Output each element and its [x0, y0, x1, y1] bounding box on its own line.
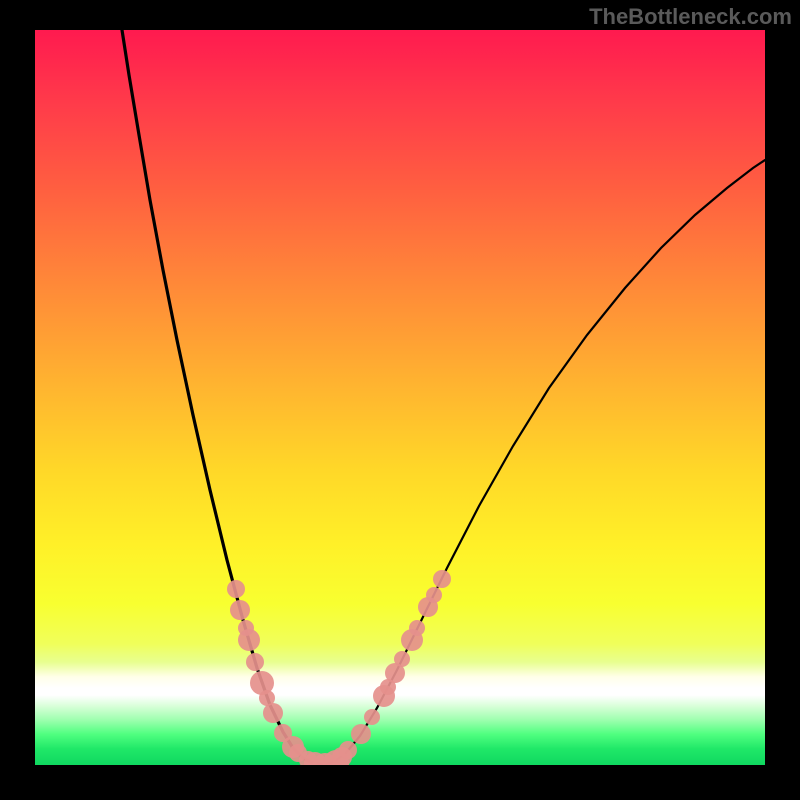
data-marker — [426, 587, 442, 603]
data-marker — [263, 703, 283, 723]
data-marker — [246, 653, 264, 671]
data-marker — [351, 724, 371, 744]
data-marker — [238, 629, 260, 651]
watermark-text: TheBottleneck.com — [589, 4, 792, 30]
data-marker — [339, 741, 357, 759]
chart-container: TheBottleneck.com — [0, 0, 800, 800]
chart-svg — [35, 30, 765, 765]
data-marker — [433, 570, 451, 588]
data-marker — [227, 580, 245, 598]
data-marker — [364, 709, 380, 725]
data-marker — [409, 620, 425, 636]
data-marker — [394, 651, 410, 667]
plot-area — [35, 30, 765, 765]
data-marker — [230, 600, 250, 620]
